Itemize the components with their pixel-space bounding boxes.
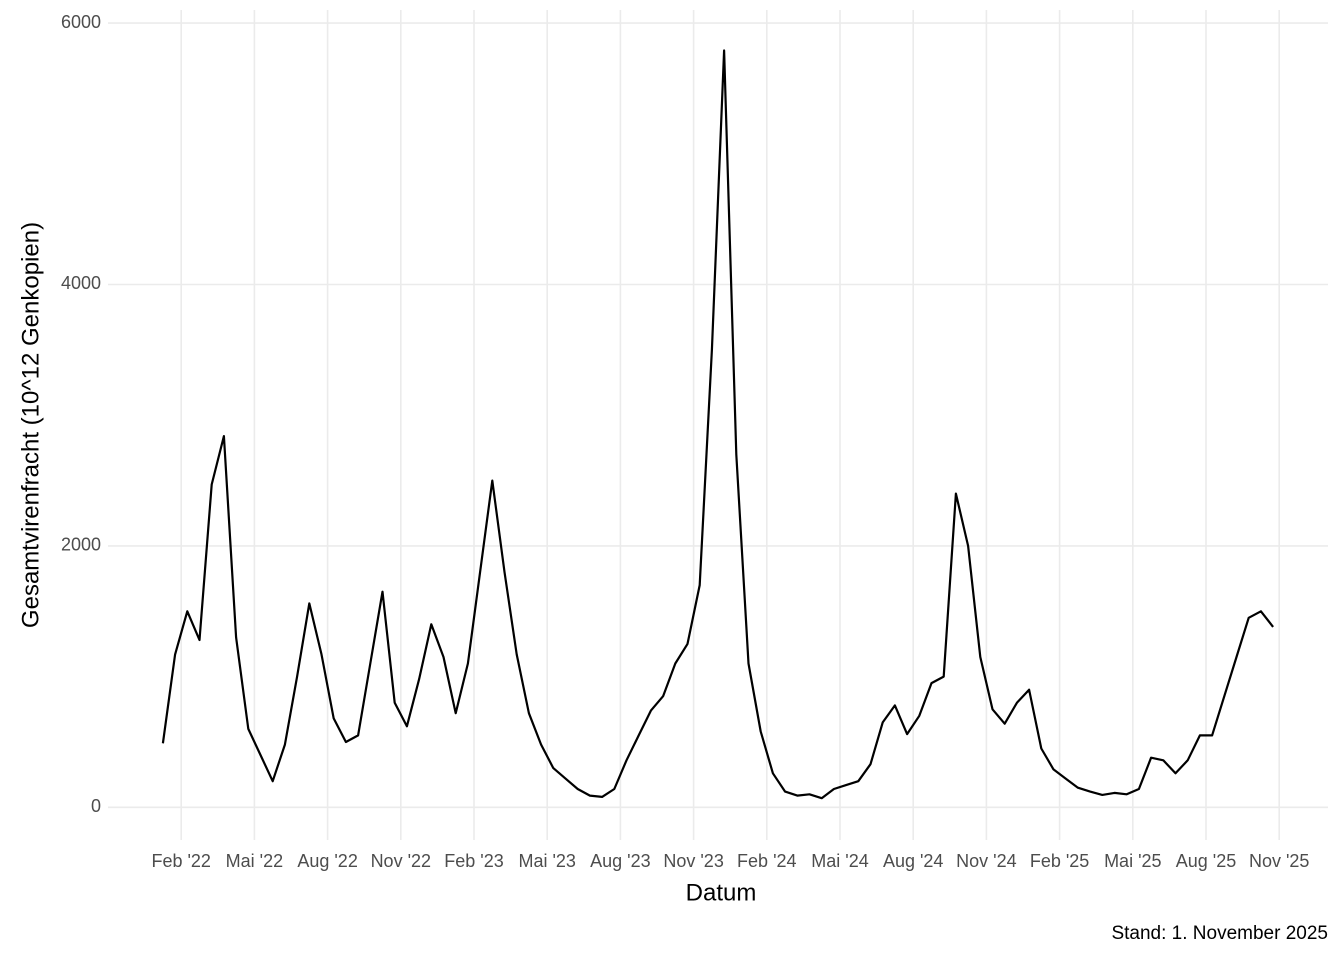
y-tick-label: 2000 — [61, 535, 101, 555]
x-tick-label: Feb '24 — [737, 851, 796, 871]
x-tick-label: Mai '25 — [1104, 851, 1161, 871]
y-tick-label: 4000 — [61, 273, 101, 293]
x-tick-label: Aug '24 — [883, 851, 944, 871]
x-tick-label: Nov '25 — [1249, 851, 1309, 871]
caption: Stand: 1. November 2025 — [1111, 923, 1328, 944]
x-tick-label: Nov '23 — [663, 851, 723, 871]
x-axis-title: Datum — [686, 879, 757, 906]
y-tick-label: 0 — [91, 796, 101, 816]
x-tick-label: Feb '23 — [444, 851, 503, 871]
x-tick-label: Feb '22 — [151, 851, 210, 871]
x-tick-label: Feb '25 — [1030, 851, 1089, 871]
x-tick-label: Aug '25 — [1176, 851, 1237, 871]
x-tick-label: Mai '24 — [811, 851, 868, 871]
x-tick-label: Nov '24 — [956, 851, 1016, 871]
y-tick-label: 6000 — [61, 12, 101, 32]
x-tick-label: Aug '22 — [297, 851, 358, 871]
data-line — [161, 49, 1274, 800]
x-tick-label: Nov '22 — [371, 851, 431, 871]
x-tick-label: Aug '23 — [590, 851, 651, 871]
y-axis-title: Gesamtvirenfracht (10^12 Genkopien) — [17, 222, 44, 628]
grid — [108, 10, 1328, 840]
x-tick-label: Mai '23 — [518, 851, 575, 871]
x-tick-label: Mai '22 — [226, 851, 283, 871]
